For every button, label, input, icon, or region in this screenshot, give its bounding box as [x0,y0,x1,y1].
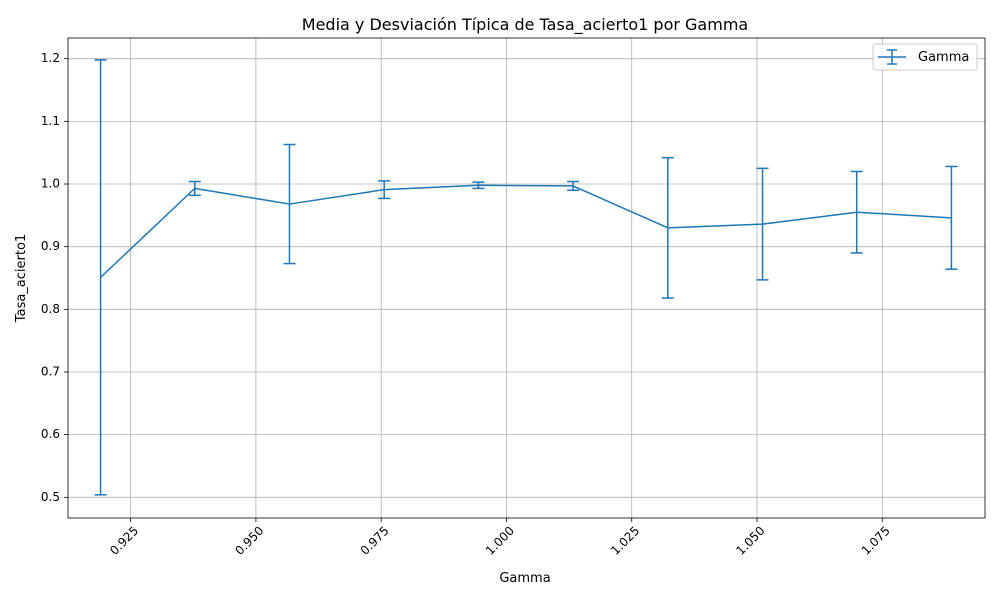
y-tick-label: 1.2 [41,51,60,65]
legend: Gamma [872,43,978,71]
y-tick-label: 1.1 [41,114,60,128]
legend-label: Gamma [918,50,969,65]
series-line [100,184,952,278]
y-tick-label: 0.9 [41,239,60,253]
x-axis-label: Gamma [499,571,550,586]
y-tick-label: 0.5 [41,490,60,504]
y-tick-label: 1.0 [41,177,60,191]
grid-layer [68,38,985,518]
y-axis-label: Tasa_acierto1 [14,234,29,323]
legend-errorbar-marker [878,49,906,65]
chart-title: Media y Desviación Típica de Tasa_aciert… [302,15,748,35]
y-tick-label: 0.7 [41,364,60,378]
legend-box [872,43,978,71]
line-layer [100,184,952,278]
plot-frame [67,37,986,519]
y-tick-label: 0.8 [41,302,60,316]
y-tick-label: 0.6 [41,427,60,441]
